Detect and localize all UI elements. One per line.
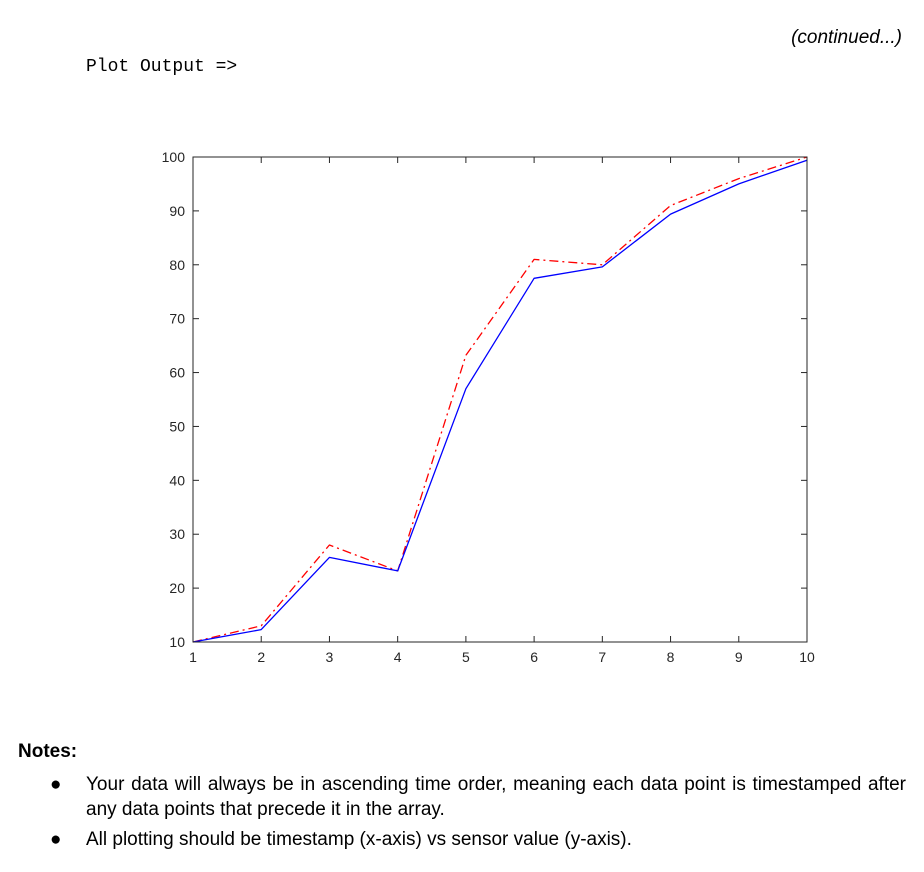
x-tick-label: 7 bbox=[598, 649, 606, 665]
chart-svg: 1 2 3 4 5 6 7 8 9 10 10 20 30 40 50 60 70 80 90 100 bbox=[162, 149, 815, 665]
series-line-dashdot bbox=[192, 156, 808, 643]
x-tick-label: 3 bbox=[326, 649, 334, 665]
y-tick-label: 90 bbox=[169, 203, 185, 219]
x-tick-label: 6 bbox=[530, 649, 538, 665]
y-tick-label: 20 bbox=[169, 580, 185, 596]
plot-area bbox=[193, 157, 807, 642]
y-tick-label: 10 bbox=[169, 634, 185, 650]
note-item: ● All plotting should be timestamp (x-ax… bbox=[40, 827, 906, 852]
x-tick-label: 5 bbox=[462, 649, 470, 665]
y-tick-label: 70 bbox=[169, 311, 185, 327]
x-tick-label: 8 bbox=[667, 649, 675, 665]
plot-output-label: Plot Output => bbox=[86, 57, 238, 77]
x-tick-label: 9 bbox=[735, 649, 743, 665]
y-tick-label: 30 bbox=[169, 526, 185, 542]
note-text: All plotting should be timestamp (x-axis… bbox=[86, 829, 632, 850]
notes-title: Notes: bbox=[18, 741, 78, 762]
y-tick-label: 50 bbox=[169, 418, 185, 434]
y-tick-label: 80 bbox=[169, 257, 185, 273]
y-tick-label: 60 bbox=[169, 365, 185, 381]
line-chart: 1 2 3 4 5 6 7 8 9 10 10 20 30 40 50 60 70 80 90 100 bbox=[162, 149, 815, 665]
bullet-icon: ● bbox=[50, 774, 62, 795]
plot-frame bbox=[192, 156, 808, 643]
continued-label: (continued...) bbox=[791, 27, 902, 48]
notes-list: ● Your data will always be in ascending … bbox=[40, 772, 906, 857]
series-line-solid bbox=[192, 159, 808, 643]
note-item: ● Your data will always be in ascending … bbox=[40, 772, 906, 822]
x-tick-label: 10 bbox=[799, 649, 815, 665]
y-tick-label: 40 bbox=[169, 472, 185, 488]
note-text: Your data will always be in ascending ti… bbox=[86, 774, 906, 820]
x-tick-label: 4 bbox=[394, 649, 402, 665]
y-tick-label: 100 bbox=[162, 149, 186, 165]
x-tick-label: 2 bbox=[257, 649, 265, 665]
x-tick-label: 1 bbox=[189, 649, 197, 665]
bullet-icon: ● bbox=[50, 829, 62, 850]
